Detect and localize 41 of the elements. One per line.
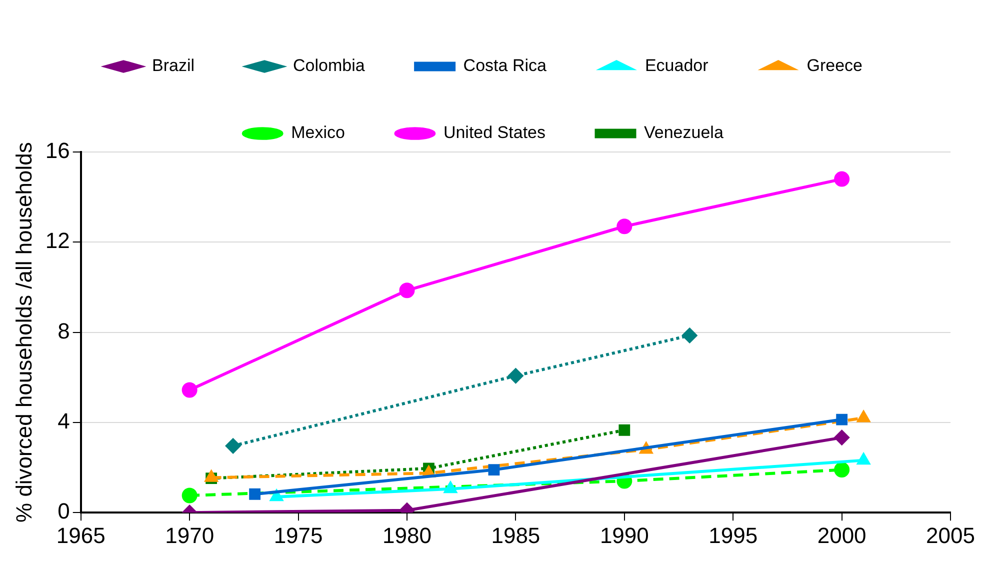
x-tick-label: 1965 [56, 522, 106, 548]
point [834, 462, 850, 478]
y-tick-label: 8 [58, 318, 70, 344]
point [225, 438, 241, 454]
point [836, 414, 848, 426]
point [182, 382, 198, 398]
x-tick-label: 1975 [274, 522, 323, 548]
legend-label: Mexico [291, 123, 345, 142]
point [204, 470, 218, 482]
x-tick-label: 2005 [926, 522, 976, 548]
y-tick-label: 4 [58, 408, 70, 434]
point [488, 464, 500, 476]
y-tick-label: 16 [45, 138, 70, 164]
point [182, 488, 198, 504]
legend-label: Brazil [152, 56, 195, 76]
point [856, 452, 870, 465]
legend-label: Greece [806, 56, 863, 76]
x-tick-label: 1990 [600, 522, 649, 548]
legend-label: Colombia [292, 56, 366, 76]
legend-label: United States [443, 123, 546, 142]
x-tick-label: 1970 [165, 522, 214, 548]
legend-label: Venezuela [644, 123, 724, 142]
x-tick-label: 2000 [817, 522, 866, 548]
point [249, 488, 260, 500]
y-tick-label: 12 [45, 228, 70, 254]
point [616, 218, 632, 234]
point [834, 430, 850, 446]
point [508, 368, 524, 384]
point [444, 481, 458, 494]
point [856, 410, 870, 422]
point [618, 424, 630, 436]
legend-label: Ecuador [644, 56, 709, 76]
point [399, 282, 415, 298]
point [834, 171, 850, 187]
legend-label: Costa Rica [463, 56, 547, 76]
y-tick-label: 0 [58, 498, 70, 524]
x-tick-label: 1985 [491, 522, 540, 548]
y-axis-title: % divorced households /all households [11, 142, 36, 522]
x-tick-label: 1995 [708, 522, 758, 548]
point [682, 328, 698, 344]
x-tick-label: 1980 [382, 522, 432, 548]
